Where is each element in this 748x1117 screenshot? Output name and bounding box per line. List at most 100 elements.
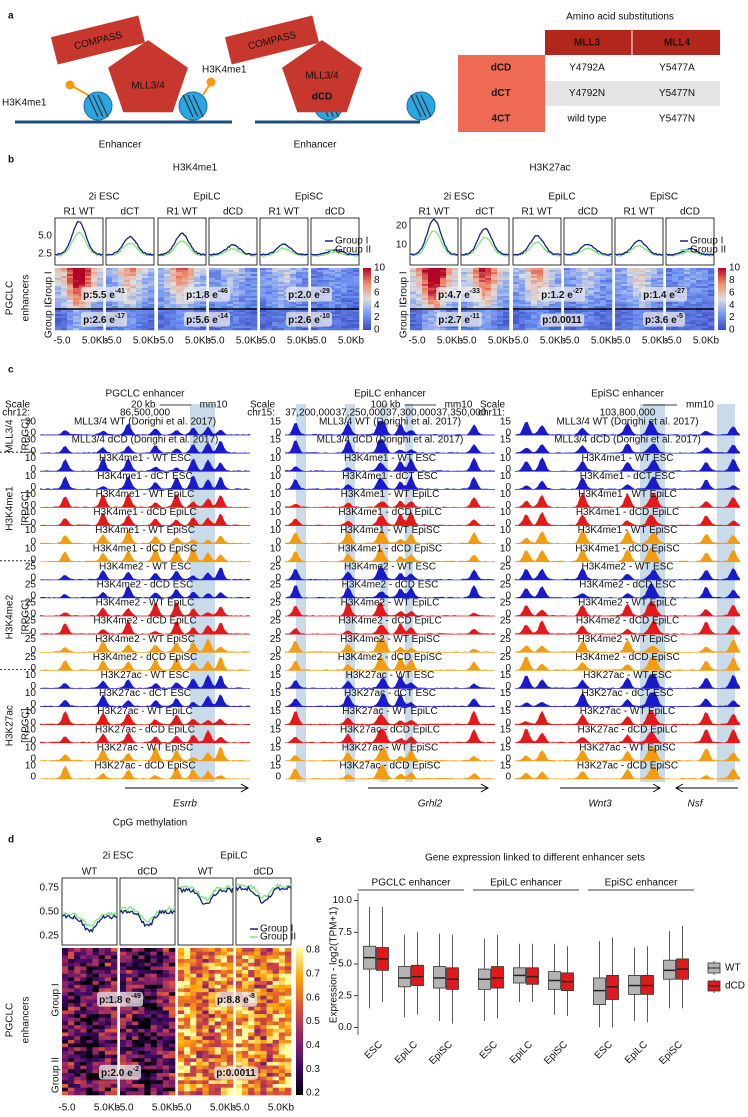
heatmap-cell bbox=[158, 326, 165, 329]
track-max: 10 bbox=[270, 525, 282, 536]
heatmap-cell bbox=[236, 1025, 243, 1030]
heatmap-cell bbox=[651, 310, 658, 313]
heatmap-cell bbox=[272, 1036, 280, 1041]
heatmap-cell bbox=[513, 326, 520, 329]
heatmap-cell bbox=[142, 324, 149, 327]
p-value-bg bbox=[286, 286, 333, 302]
heatmap-cell bbox=[74, 951, 81, 956]
heatmap-cell bbox=[80, 962, 87, 967]
heatmap-cell bbox=[666, 302, 673, 305]
heatmap-cell bbox=[196, 1047, 203, 1052]
track-max: 25 bbox=[25, 652, 37, 663]
heatmap-cell bbox=[645, 306, 652, 309]
heatmap-cell bbox=[86, 1039, 93, 1044]
heatmap-cell bbox=[519, 320, 526, 323]
heatmap-cell bbox=[214, 1084, 222, 1088]
heatmap-cell bbox=[537, 272, 544, 275]
heatmap-cell bbox=[150, 1047, 157, 1052]
heatmap-cell bbox=[594, 316, 601, 319]
heatmap-cell bbox=[98, 973, 106, 978]
heatmap-cell bbox=[242, 955, 249, 960]
heatmap-cell bbox=[672, 278, 679, 281]
heatmap-cell bbox=[144, 1017, 151, 1022]
heatmap-cell bbox=[124, 280, 131, 283]
heatmap-cell bbox=[126, 951, 133, 956]
heatmap-cell bbox=[588, 304, 595, 307]
heatmap-cell bbox=[278, 1039, 286, 1044]
heatmap-cell bbox=[410, 280, 417, 283]
heatmap-cell bbox=[353, 286, 360, 289]
heatmap-cell bbox=[142, 312, 149, 315]
heatmap-cell bbox=[422, 294, 429, 297]
heatmap-cell bbox=[311, 280, 318, 283]
heatmap-cell bbox=[452, 328, 459, 331]
heatmap-cell bbox=[708, 270, 715, 273]
heatmap-cell bbox=[284, 1025, 292, 1030]
heatmap-cell bbox=[196, 977, 203, 982]
heatmap-cell bbox=[132, 1032, 139, 1037]
heatmap-cell bbox=[278, 314, 285, 317]
heatmap-cell bbox=[485, 300, 492, 303]
signal-track bbox=[285, 547, 495, 562]
heatmap-cell bbox=[118, 282, 125, 285]
heatmap-cell bbox=[221, 326, 228, 329]
heatmap-cell bbox=[341, 280, 348, 283]
heatmap-cell bbox=[68, 1073, 75, 1077]
heatmap-cell bbox=[73, 292, 80, 295]
heatmap-cell bbox=[272, 951, 280, 956]
track-zero: 0 bbox=[505, 663, 511, 674]
heatmap-cell bbox=[196, 1017, 203, 1022]
heatmap-cell bbox=[158, 312, 165, 315]
heatmap-cell bbox=[239, 316, 246, 319]
heatmap-cell bbox=[606, 320, 613, 323]
heatmap-cell bbox=[525, 290, 532, 293]
heatmap-cell bbox=[233, 318, 240, 321]
heatmap-cell bbox=[251, 310, 258, 313]
heatmap-cell bbox=[221, 328, 228, 331]
heatmap-cell bbox=[479, 322, 486, 325]
heatmap-cell bbox=[176, 302, 183, 305]
heatmap-cell bbox=[248, 1025, 255, 1030]
heatmap-cell bbox=[272, 298, 279, 301]
heatmap-cell bbox=[627, 318, 634, 321]
heatmap-cell bbox=[68, 1006, 75, 1011]
heatmap-cell bbox=[184, 1080, 191, 1085]
colorbar bbox=[718, 268, 726, 330]
heatmap-cell bbox=[302, 274, 309, 277]
heatmap-cell bbox=[266, 284, 273, 287]
heatmap-cell bbox=[690, 268, 697, 271]
heatmap-cell bbox=[150, 1050, 157, 1055]
heatmap-cell bbox=[606, 296, 613, 299]
heatmap-cell bbox=[208, 1028, 215, 1033]
heatmap-cell bbox=[148, 284, 155, 287]
track-label: H3K4me1 - dCD EpiLC bbox=[93, 507, 196, 518]
track-label: H3K4me1 - WT ESC bbox=[581, 453, 673, 464]
heatmap-cell bbox=[67, 328, 74, 331]
heatmap-cell bbox=[329, 270, 336, 273]
heatmap-cell bbox=[497, 294, 504, 297]
heatmap-cell bbox=[86, 1061, 93, 1066]
heatmap-cell bbox=[68, 951, 75, 956]
heatmap-cell bbox=[323, 302, 330, 305]
heatmap-cell bbox=[130, 320, 137, 323]
heatmap-cell bbox=[138, 973, 145, 978]
heatmap-cell bbox=[531, 274, 538, 277]
heatmap-cell bbox=[615, 328, 622, 331]
heatmap-cell bbox=[168, 1087, 176, 1092]
heatmap-cell bbox=[168, 999, 176, 1004]
heatmap-cell bbox=[633, 282, 640, 285]
track-zero: 0 bbox=[30, 518, 36, 529]
group-label: Group I bbox=[44, 271, 55, 304]
track-zero: 0 bbox=[505, 699, 511, 710]
heatmap-cell bbox=[672, 272, 679, 275]
heatmap-cell bbox=[68, 1080, 75, 1085]
heatmap-cell bbox=[226, 962, 234, 967]
heatmap-cell bbox=[126, 970, 133, 974]
heatmap-cell bbox=[67, 298, 74, 301]
x-tick-label: 5.0Kb bbox=[133, 336, 160, 347]
heatmap-cell bbox=[627, 286, 634, 289]
heatmap-cell bbox=[278, 292, 285, 295]
heatmap-cell bbox=[162, 1010, 170, 1015]
heatmap-cell bbox=[254, 988, 261, 993]
heatmap-cell bbox=[341, 324, 348, 327]
